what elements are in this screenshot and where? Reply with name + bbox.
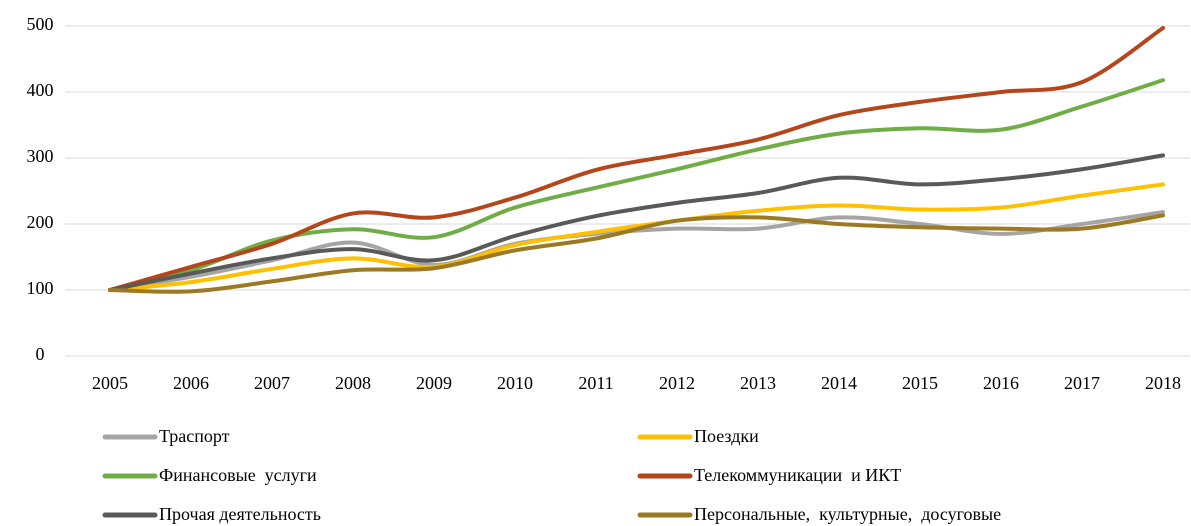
series-line xyxy=(108,78,1165,292)
x-tick-label: 2007 xyxy=(254,373,290,393)
legend-label: Поездки xyxy=(694,426,759,446)
series-line xyxy=(108,153,1165,292)
legend-label: Телекоммуникации и ИКТ xyxy=(694,465,901,485)
series-line xyxy=(108,182,1165,292)
x-tick-label: 2012 xyxy=(659,373,695,393)
y-tick-label: 500 xyxy=(27,14,54,34)
y-tick-label: 0 xyxy=(36,344,45,364)
x-tick-label: 2018 xyxy=(1145,373,1181,393)
x-tick-label: 2013 xyxy=(740,373,776,393)
x-tick-label: 2016 xyxy=(983,373,1019,393)
x-tick-label: 2014 xyxy=(821,373,857,393)
x-tick-label: 2008 xyxy=(335,373,371,393)
x-tick-label: 2006 xyxy=(173,373,209,393)
legend-label: Персональные, культурные, досуговые xyxy=(694,504,1001,524)
series-line xyxy=(108,25,1165,292)
y-tick-label: 400 xyxy=(27,80,54,100)
legend-label: Прочая деятельность xyxy=(159,504,321,524)
legend-label: Финансовые услуги xyxy=(159,465,317,485)
series-line xyxy=(108,213,1165,294)
x-tick-label: 2009 xyxy=(416,373,452,393)
x-tick-label: 2015 xyxy=(902,373,938,393)
x-tick-label: 2005 xyxy=(92,373,128,393)
x-tick-label: 2010 xyxy=(497,373,533,393)
y-tick-label: 200 xyxy=(27,212,54,232)
legend-label: Траспорт xyxy=(159,426,230,446)
y-tick-label: 300 xyxy=(27,146,54,166)
x-tick-label: 2017 xyxy=(1064,373,1100,393)
y-tick-label: 100 xyxy=(27,278,54,298)
x-tick-label: 2011 xyxy=(578,373,613,393)
